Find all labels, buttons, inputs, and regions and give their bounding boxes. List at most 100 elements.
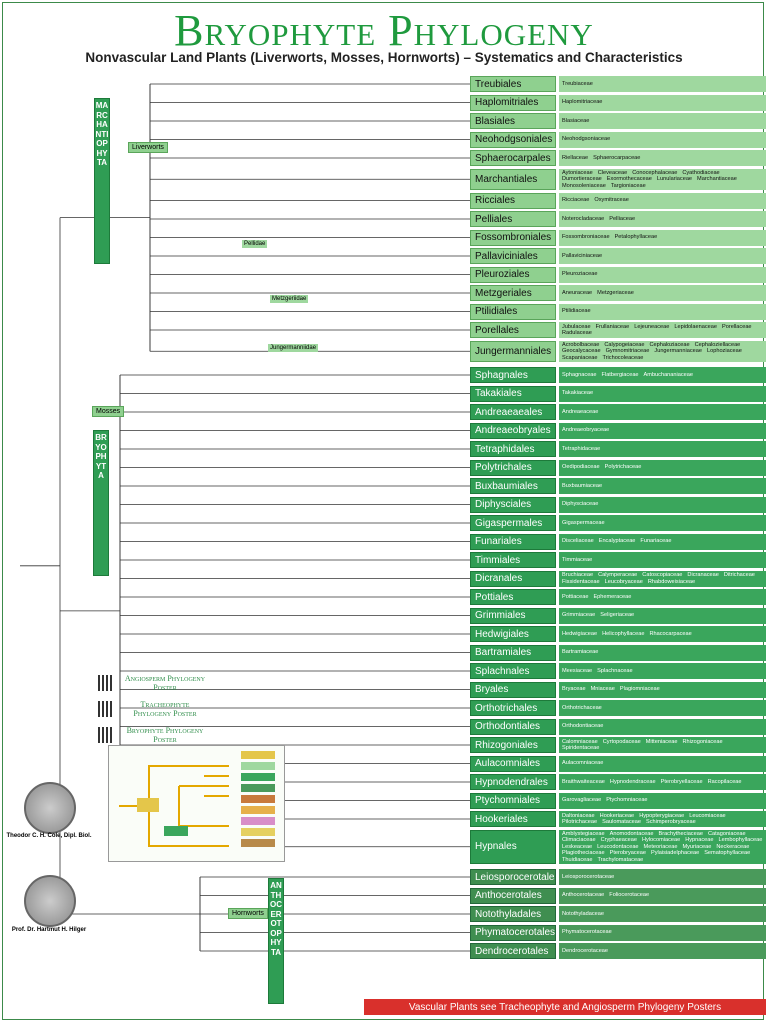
family-name: Monosoleniaceae xyxy=(562,182,606,189)
family-name: Cyrtopodaceae xyxy=(602,738,641,745)
family-name: Climaciaceae xyxy=(562,837,596,843)
family-name: Fissidentaceae xyxy=(562,578,600,585)
order-row: Jungermanniales Acrobolbaceae Calypogeiace… xyxy=(470,340,766,362)
family-name: Anthocerotaceae xyxy=(562,892,605,899)
family-name: Fossombroniaceae xyxy=(562,234,610,241)
family-name: Riellaceae xyxy=(562,154,589,161)
family-name: Calomniaceae xyxy=(562,738,598,745)
family-name: Jubulaceae xyxy=(562,323,591,330)
family-name: Porellaceae xyxy=(722,323,752,330)
order-row: Hypnales Amblystegiaceae Anomodontaceae Bra… xyxy=(470,829,766,864)
order-row: Fossombroniales Fossombroniaceae Petalophy… xyxy=(470,229,766,246)
family-name: Hypnodendraceae xyxy=(609,778,656,785)
family-list: Pleuroziaceae xyxy=(559,266,766,283)
order-name: Bryales xyxy=(470,681,556,698)
family-name: Andreaeobryaceae xyxy=(562,427,610,434)
order-name: Grimmiales xyxy=(470,607,556,624)
family-name: Calymperaceae xyxy=(598,572,638,578)
family-name: Pallaviciniaceae xyxy=(562,252,603,259)
order-name: Haplomitriales xyxy=(470,94,556,111)
division-label: ANTHOCEROTOPHYTA xyxy=(268,878,284,1004)
family-name: Notothyladaceae xyxy=(562,910,604,917)
family-list: Timmiaceae xyxy=(559,552,766,568)
family-name: Lepidolaenaceae xyxy=(674,323,717,330)
order-name: Hypnales xyxy=(470,829,556,864)
order-name: Fossombroniales xyxy=(470,229,556,246)
family-name: Helicophyllaceae xyxy=(602,630,645,637)
family-list: Braithwaiteaceae Hypnodendraceae Pterobrye… xyxy=(559,774,766,790)
order-row: Pelliales Noterocladaceae Pelliaceae xyxy=(470,211,766,227)
order-name: Hookeriales xyxy=(470,811,556,827)
order-name: Pelliales xyxy=(470,211,556,227)
order-row: Grimmiales Grimmiaceae Seligeriaceae xyxy=(470,607,766,624)
family-name: Dumortieraceae xyxy=(562,176,602,182)
family-name: Seligeriaceae xyxy=(600,612,635,619)
family-list: Ricciaceae Oxymitraceae xyxy=(559,192,766,209)
family-list: Andreaeobryaceae xyxy=(559,422,766,439)
family-name: Grimmiaceae xyxy=(562,612,596,619)
order-name: Splachnales xyxy=(470,663,556,679)
order-row: Bryales Bryaceae Mniaceae Plagiomniaceae xyxy=(470,681,766,698)
family-list: Tetraphidaceae xyxy=(559,441,766,457)
order-name: Diphysciales xyxy=(470,496,556,513)
order-row: Timmiales Timmiaceae xyxy=(470,552,766,568)
family-name: Mniaceae xyxy=(590,686,615,693)
family-list: Calomniaceae Cyrtopodaceae Mitteniaceae Rhi… xyxy=(559,737,766,753)
family-name: Acrobolbaceae xyxy=(562,341,600,348)
legend-diagram xyxy=(108,745,285,862)
poster-title[interactable]: Tracheophyte Phylogeny Poster xyxy=(133,700,197,718)
family-name: Schimperobryaceae xyxy=(646,819,696,825)
family-name: Catoscopiaceae xyxy=(642,572,683,578)
family-name: Geocalycaceae xyxy=(562,348,601,354)
order-name: Pleuroziales xyxy=(470,266,556,283)
family-list: Jubulaceae Frullaniaceae Lejeuneaceae Lepid… xyxy=(559,322,766,338)
order-row: Sphaerocarpales Riellaceae Sphaerocarpacea… xyxy=(470,150,766,166)
poster-title[interactable]: Bryophyte Phylogeny Poster xyxy=(126,726,204,744)
order-name: Ptilidiales xyxy=(470,303,556,320)
family-name: Aneuraceae xyxy=(562,289,593,296)
order-name: Marchantiales xyxy=(470,168,556,190)
order-row: Andreaeobryales Andreaeobryaceae xyxy=(470,422,766,439)
family-name: Pilotrichaceae xyxy=(562,819,598,825)
family-name: Calypogeiaceae xyxy=(604,341,645,348)
order-row: Funariales Disceliaceae Encalyptaceae Funar… xyxy=(470,533,766,550)
footer-banner[interactable]: Vascular Plants see Tracheophyte and Ang… xyxy=(364,999,766,1015)
order-name: Andreaeaeales xyxy=(470,404,556,420)
family-name: Leiosporocerotaceae xyxy=(562,873,615,880)
order-row: Haplomitriales Haplomitriaceae xyxy=(470,94,766,111)
family-name: Andreaeaceae xyxy=(562,408,599,415)
group-label: Mosses xyxy=(92,406,125,417)
order-row: Aulacomniales Aulacomniaceae xyxy=(470,755,766,772)
family-list: Neohodgsoniaceae xyxy=(559,131,766,148)
family-name: Rhacocarpaceae xyxy=(649,630,692,637)
order-name: Hypnodendrales xyxy=(470,774,556,790)
order-list: Treubiales Treubiaceae Haplomitriales Haplo… xyxy=(470,76,766,964)
poster-title[interactable]: Angiosperm Phylogeny Poster xyxy=(124,674,206,692)
poster-link[interactable]: Angiosperm Phylogeny Poster xyxy=(98,673,208,693)
family-name: Ptilidiaceae xyxy=(562,308,591,315)
family-name: Ptychomniaceae xyxy=(606,797,648,804)
family-list: Notothyladaceae xyxy=(559,906,766,922)
order-name: Andreaeobryales xyxy=(470,422,556,439)
family-list: Grimmiaceae Seligeriaceae xyxy=(559,607,766,624)
poster-link[interactable]: Bryophyte Phylogeny Poster xyxy=(98,725,208,745)
family-name: Rhizogoniaceae xyxy=(682,738,723,745)
family-name: Myuriaceae xyxy=(682,843,712,850)
group-label: Liverworts xyxy=(128,142,168,153)
family-list: Meesiaceae Splachnaceae xyxy=(559,663,766,679)
family-name: Ambuchananiaceae xyxy=(643,371,693,378)
family-list: Bryaceae Mniaceae Plagiomniaceae xyxy=(559,681,766,698)
family-name: Flatbergiaceae xyxy=(601,371,639,378)
poster-link[interactable]: Tracheophyte Phylogeny Poster xyxy=(98,699,208,719)
family-list: Aytoniaceae Cleveaceae Conocephalaceae Cyat… xyxy=(559,168,766,190)
family-list: Aneuraceae Metzgeriaceae xyxy=(559,285,766,301)
order-row: Hypnodendrales Braithwaiteaceae Hypnodendr… xyxy=(470,774,766,790)
family-name: Pylaisiadelphaceae xyxy=(651,850,700,856)
family-name: Ricciaceae xyxy=(562,197,590,204)
family-list: Treubiaceae xyxy=(559,76,766,92)
order-name: Funariales xyxy=(470,533,556,550)
family-name: Aytoniaceae xyxy=(562,169,593,176)
order-row: Treubiales Treubiaceae xyxy=(470,76,766,92)
order-group: Treubiales Treubiaceae Haplomitriales Haplo… xyxy=(470,76,766,362)
